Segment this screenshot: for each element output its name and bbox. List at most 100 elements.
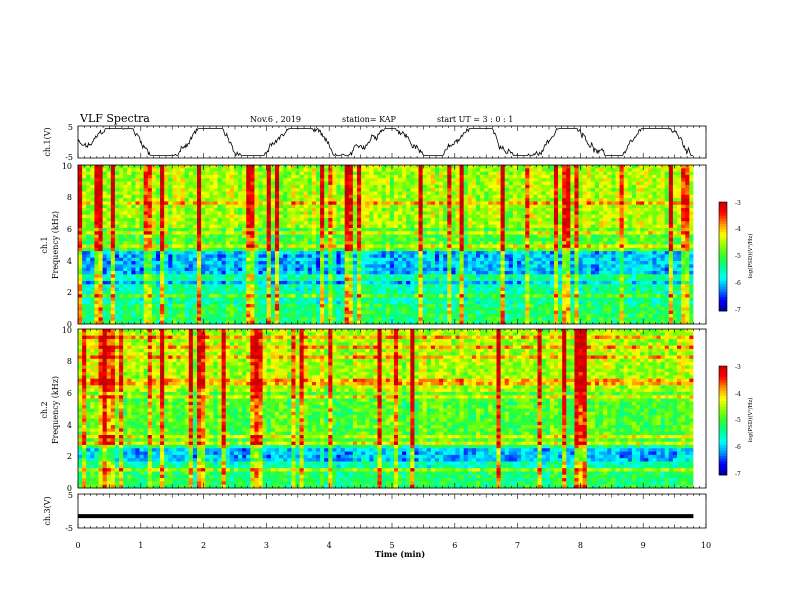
ch1-spectrogram-cell [615, 237, 620, 242]
ch1-spectrogram-cell [594, 198, 600, 202]
ch1-spectrogram-cell [135, 214, 140, 219]
ch1-spectrogram-cell [184, 231, 190, 235]
ch1-spectrogram-cell [418, 251, 424, 255]
ch1-spectrogram-cell [299, 247, 305, 252]
ch1-spectrogram-cell [340, 165, 346, 169]
ch1-spectrogram-cell [291, 181, 296, 186]
ch1-spectrogram-cell [365, 174, 370, 179]
ch1-spectrogram-cell [205, 191, 210, 196]
ch1-spectrogram-cell [94, 227, 99, 232]
ch1-spectrogram-cell [135, 184, 140, 189]
ch1-spectrogram-cell [369, 218, 374, 222]
ch1-spectrogram-cell [307, 264, 313, 269]
ch1-spectrogram-cell [155, 237, 161, 242]
ch1-spectrogram-cell [303, 244, 309, 249]
ch1-spectrogram-cell [365, 257, 370, 262]
ch1-spectrogram-cell [114, 184, 120, 189]
ch1-spectrogram-cell [480, 194, 485, 199]
ch1-spectrogram-cell [439, 188, 444, 192]
ch1-spectrogram-cell [114, 247, 120, 252]
ch1-spectrogram-cell [258, 218, 264, 222]
ch1-spectrogram-cell [599, 171, 604, 176]
ch1-spectrogram-cell [652, 257, 657, 262]
ch1-spectrogram-cell [549, 171, 555, 176]
ch1-spectrogram-cell [590, 171, 596, 176]
ch1-spectrogram-cell [672, 208, 678, 212]
ch1-spectrogram-cell [463, 254, 469, 259]
ch1-spectrogram-cell [443, 204, 448, 209]
ch1-spectrogram-cell [283, 254, 288, 259]
ch1-spectrogram-cell [640, 184, 645, 189]
ch1-spectrogram-cell [258, 165, 264, 169]
ch1-spectrogram-cell [172, 198, 177, 202]
ch1-spectrogram-cell [582, 247, 588, 252]
ch1-spectrogram-cell [135, 221, 140, 226]
ch1-spectrogram-cell [315, 214, 321, 219]
ch1-spectrogram-cell [410, 267, 415, 272]
ch1-spectrogram-cell [291, 221, 296, 226]
ch1-spectrogram-cell [213, 218, 218, 222]
ch1-spectrogram-cell [246, 237, 251, 242]
ch1-spectrogram-cell [344, 168, 350, 173]
ch1-spectrogram-cell [262, 171, 268, 176]
ch1-spectrogram-cell [402, 208, 407, 212]
ch1-spectrogram-cell [147, 244, 153, 249]
ch1-spectrogram-cell [537, 171, 543, 176]
ch1-spectrogram-cell [266, 194, 272, 199]
ch1-spectrogram-cell [266, 224, 272, 229]
ch1-spectrogram-cell [447, 188, 452, 192]
ch1-spectrogram-image [78, 165, 706, 325]
ch1-spectrogram-cell [582, 171, 588, 176]
ch1-spectrogram-cell [558, 237, 563, 242]
ch1-spectrogram-cell [315, 188, 321, 192]
ch1-spectrogram-cell [229, 191, 235, 196]
ch1-spectrogram-cell [508, 191, 514, 196]
ch1-spectrogram-cell [463, 221, 469, 226]
ch1-spectrogram-cell [123, 204, 128, 209]
ch1-spectrogram-cell [586, 247, 592, 252]
ch1-spectrogram-cell [381, 178, 387, 182]
ch1-spectrogram-cell [348, 234, 354, 239]
ch1-spectrogram-cell [402, 178, 407, 182]
ch1-spectrogram-cell [299, 214, 305, 219]
ch1-spectrogram-cell [517, 231, 522, 235]
ch1-spectrogram-cell [274, 178, 280, 182]
ch1-spectrogram-cell [172, 218, 177, 222]
ch1-spectrogram-cell [348, 201, 354, 206]
ch1-spectrogram-cell [110, 211, 116, 216]
ch1-spectrogram-cell [578, 214, 584, 219]
ch1-spectrogram-cell [434, 251, 440, 255]
ch1-spectrogram-cell [549, 244, 555, 249]
ch1-spectrogram-cell [599, 244, 604, 249]
ch1-spectrogram-cell [402, 194, 407, 199]
ch1-spectrogram-cell [348, 181, 354, 186]
ch1-spectrogram-cell [627, 174, 633, 179]
ch1-spectrogram-cell [131, 254, 136, 259]
ch1-spectrogram-cell [525, 247, 530, 252]
ch1-spectrogram-cell [357, 198, 362, 202]
ch1-spectrogram-cell [279, 247, 284, 252]
ch1-spectrogram-cell [311, 184, 317, 189]
ch1-spectrogram-cell [636, 165, 641, 169]
ch1-spectrogram-cell [266, 234, 272, 239]
ch1-spectrogram-cell [221, 184, 227, 189]
ch1-spectrogram-cell [233, 191, 239, 196]
ch1-spectrogram-cell [270, 257, 276, 262]
ch1-spectrogram-cell [192, 257, 198, 262]
ch1-spectrogram-cell [418, 211, 424, 216]
ch1-spectrogram-cell [266, 171, 272, 176]
ch1-spectrogram-cell [443, 241, 448, 245]
ch1-spectrogram-cell [471, 231, 477, 235]
ch1-spectrogram-cell [348, 168, 354, 173]
ch1-spectrogram-cell [82, 257, 87, 262]
ch1-spectrogram-cell [184, 261, 190, 265]
ch1-spectrogram-cell [451, 234, 456, 239]
ch1-spectrogram-cell [131, 264, 136, 269]
ch1-spectrogram-cell [623, 188, 629, 192]
ch1-spectrogram-cell [299, 208, 305, 212]
ch1-spectrogram-cell [369, 168, 374, 173]
ch1-spectrogram-cell [652, 184, 657, 189]
ch1-spectrogram-cell [689, 188, 694, 192]
ch1-spectrogram-cell [357, 261, 362, 265]
ch1-spectrogram-cell [689, 247, 694, 252]
